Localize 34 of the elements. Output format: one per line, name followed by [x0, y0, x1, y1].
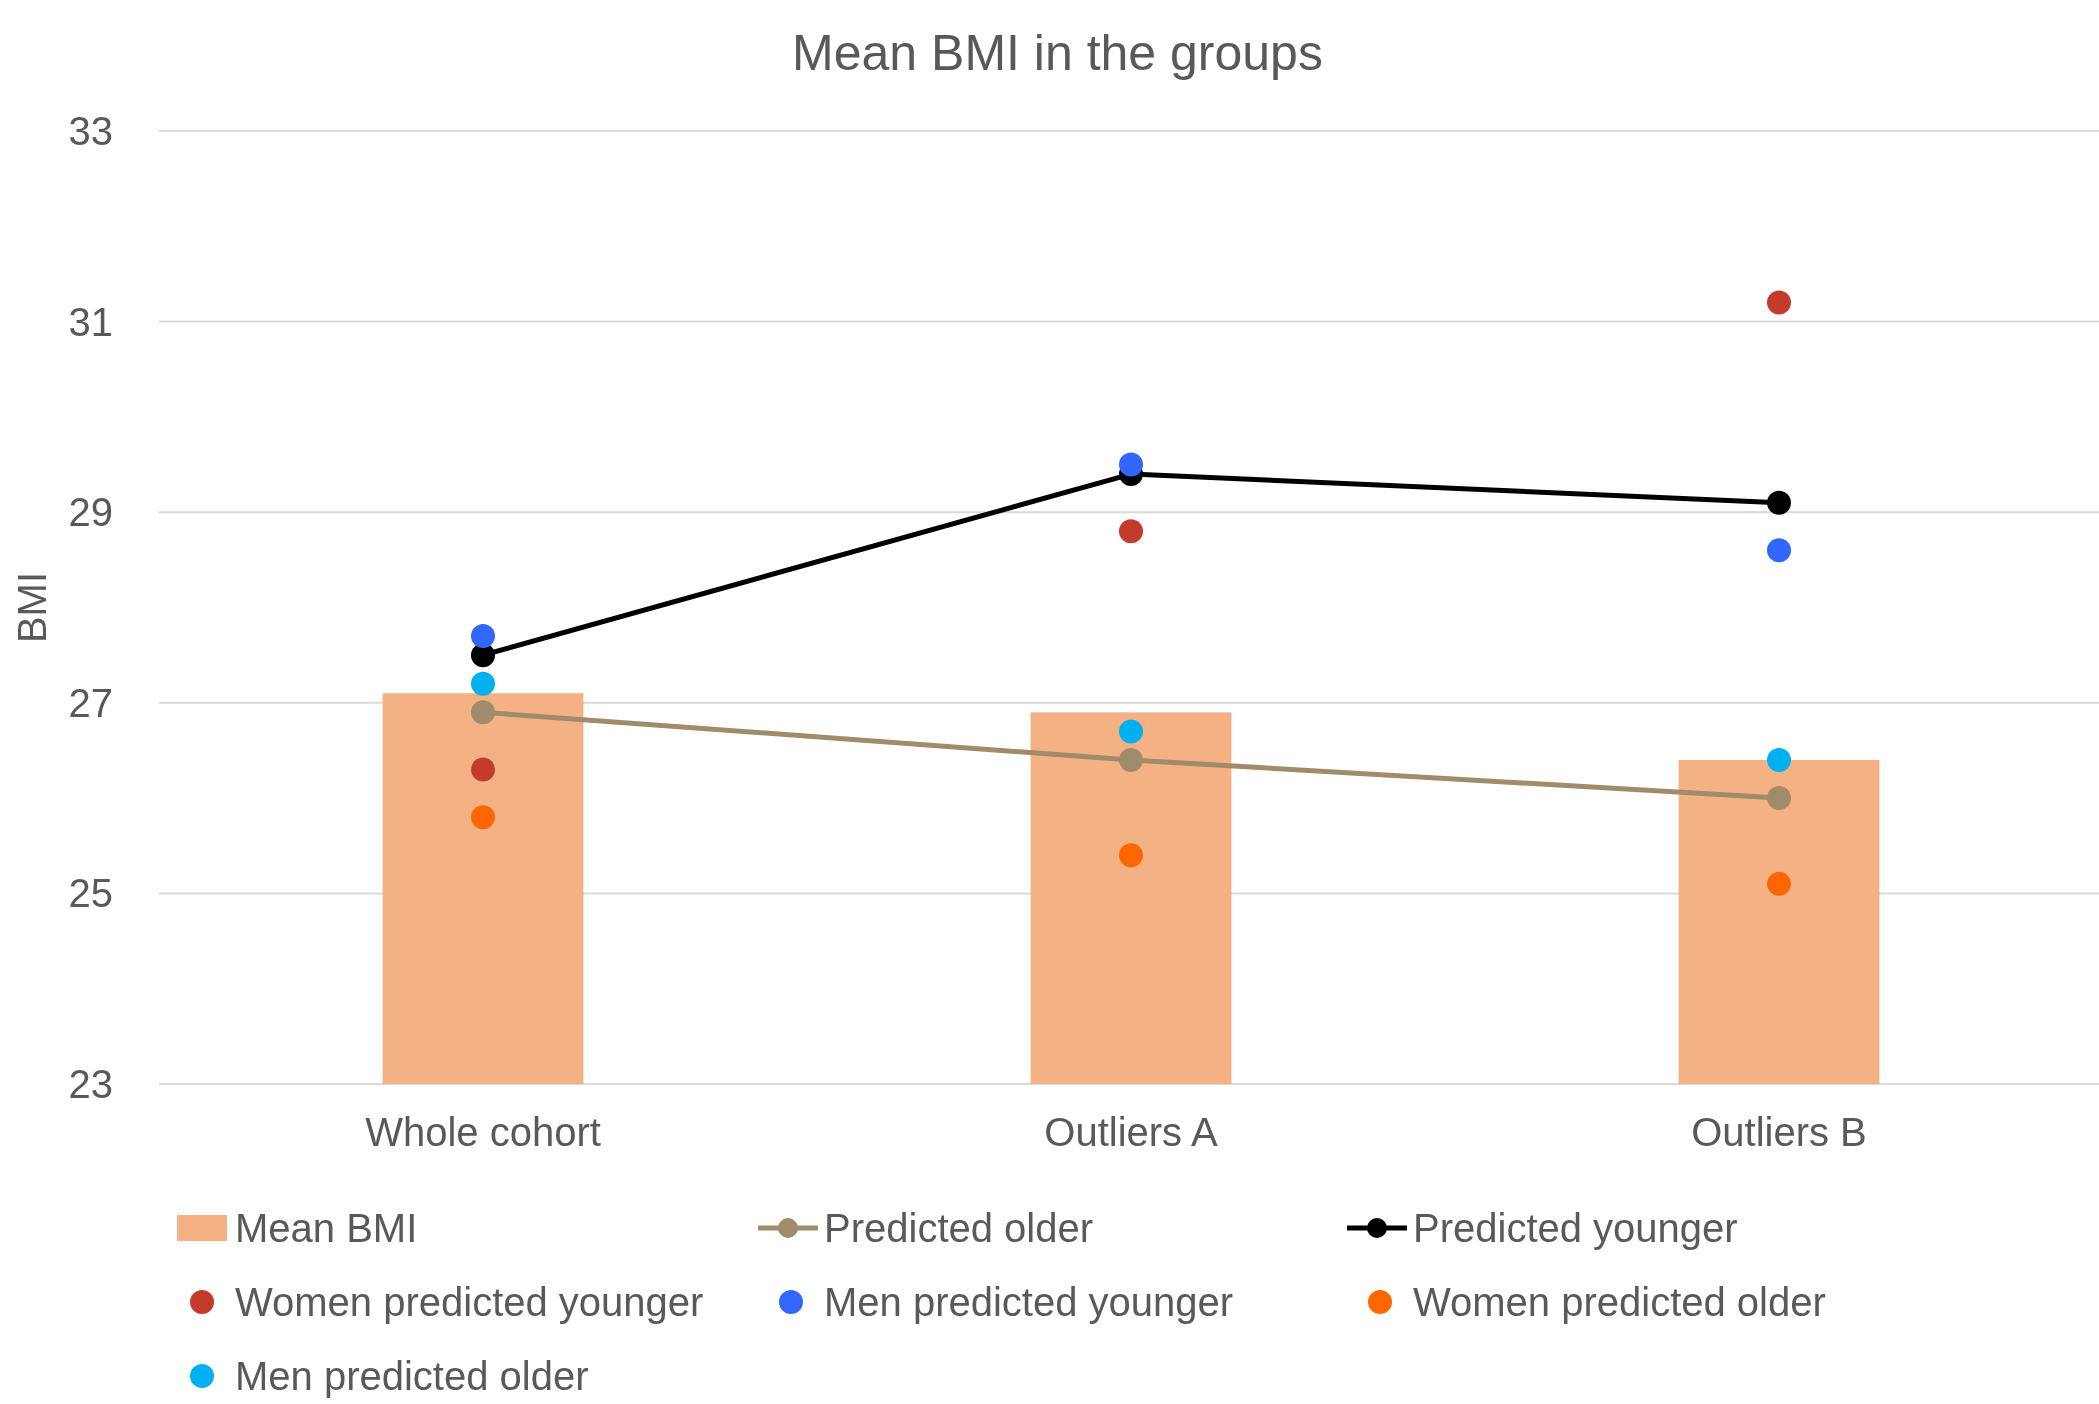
point: [471, 757, 495, 782]
y-tick-label: 25: [68, 871, 113, 916]
legend-label: Men predicted younger: [824, 1280, 1234, 1324]
y-tick-label: 33: [68, 109, 113, 153]
point: [1767, 290, 1791, 315]
point: [1767, 747, 1791, 772]
point: [1767, 538, 1791, 563]
point: [471, 671, 495, 696]
point: [1119, 843, 1143, 868]
legend-label: Men predicted older: [235, 1354, 589, 1398]
point: [1767, 871, 1791, 896]
point: [471, 700, 495, 725]
chart-title: Mean BMI in the groups: [792, 24, 1323, 81]
legend-label: Predicted older: [824, 1206, 1094, 1250]
y-tick-label: 27: [68, 680, 113, 725]
point: [471, 805, 495, 830]
x-tick-label: Outliers B: [1691, 1110, 1867, 1154]
y-tick-label: 29: [68, 490, 113, 535]
legend-label: Mean BMI: [235, 1206, 418, 1250]
point: [1767, 490, 1791, 515]
point: [1119, 519, 1143, 544]
point: [1119, 747, 1143, 772]
legend-label: Women predicted older: [1413, 1280, 1826, 1324]
legend-label: Women predicted younger: [235, 1280, 704, 1324]
y-tick-label: 31: [68, 299, 113, 344]
y-axis-title: BMI: [10, 571, 54, 644]
x-tick-label: Outliers A: [1044, 1110, 1219, 1154]
point: [1767, 786, 1791, 811]
point: [1119, 719, 1143, 744]
point: [1119, 452, 1143, 477]
y-tick-label: 23: [68, 1062, 113, 1106]
legend-label: Predicted younger: [1413, 1206, 1738, 1250]
point: [471, 624, 495, 649]
x-tick-label: Whole cohort: [365, 1110, 601, 1154]
